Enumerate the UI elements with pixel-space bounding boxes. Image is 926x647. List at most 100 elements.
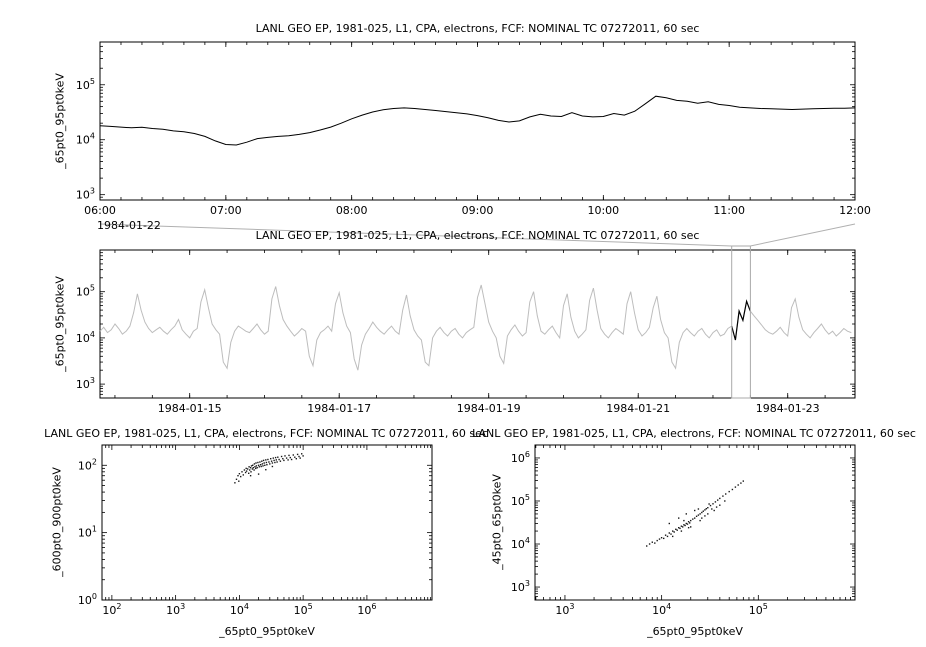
chart-title-top: LANL GEO EP, 1981-025, L1, CPA, electron… [255,22,700,35]
scatter-point [302,455,304,457]
scatter-point [295,458,297,460]
scatter-point [697,508,700,510]
scatter-point [719,497,721,500]
scatter-point [256,467,258,469]
x-axis-label-scatter-right: _65pt0_95pt0keV [647,625,743,638]
scatter-point [690,526,692,528]
scatter-point [692,518,694,520]
scatter-point [257,464,260,466]
scatter-point [697,514,700,516]
scatter-point [252,464,254,466]
tick-label: 103 [76,187,95,202]
scatter-point [719,504,721,506]
plot-area-scatter_right[interactable] [534,444,856,601]
scatter-point [252,467,254,469]
y-axis-label-scatter-left: _600pt0_900pt0keV [50,467,64,577]
scatter-point [709,504,712,507]
tick-label: 105 [76,284,95,299]
scatter-point [705,508,707,510]
scatter-point [658,538,661,540]
zoom-connector-right [750,223,856,247]
y-axis-label-top: _65pt0_95pt0keV [53,73,67,169]
scatter-point [283,459,285,462]
scatter-point [646,545,648,547]
scatter-point [274,456,277,459]
scatter-point [684,524,686,527]
scatter-point [285,457,288,459]
scatter-point [666,535,669,538]
scatter-point [685,513,687,515]
tick-label: 105 [76,77,95,92]
scatter-point [672,530,674,532]
scatter-point [257,473,260,475]
tick-label: 105 [749,602,768,617]
scatter-point [673,531,675,533]
scatter-point [670,533,672,535]
scatter-point [268,461,270,463]
scatter-point [724,500,726,502]
scatter-point [686,523,689,525]
tick-label: 102 [78,457,97,472]
scatter-point [260,465,262,468]
data-series-top [99,95,856,146]
scatter-point [263,462,265,464]
scatter-point [707,513,709,515]
scatter-point [294,456,296,458]
tick-label: 103 [555,602,574,617]
scatter-point [269,463,271,465]
scatter-point [274,461,276,464]
scatter-point [287,459,289,461]
scatter-point [707,507,709,509]
scatter-point [262,459,265,462]
tick-label: 1984-01-23 [756,402,820,415]
plot-area-scatter_left[interactable] [101,444,433,601]
scatter-point [668,522,670,525]
scatter-point [290,458,293,461]
scatter-point [685,522,687,525]
scatter-point [648,543,651,545]
scatter-point [708,503,710,505]
scatter-point [273,459,275,462]
scatter-point [272,457,274,459]
x-axis-label-scatter-left: _65pt0_95pt0keV [219,625,315,638]
scatter-point [255,462,257,464]
scatter-point [702,510,704,512]
scatter-point [235,478,238,480]
zoom-selection-box[interactable] [731,245,751,399]
scatter-point [250,465,253,467]
scatter-point [265,459,267,461]
tick-label: 100 [78,592,97,607]
tick-label: 104 [511,536,530,551]
scatter-point [238,473,241,475]
scatter-point [299,457,301,459]
scatter-point [714,501,717,503]
scatter-point [244,471,247,474]
tick-label: 104 [652,602,671,617]
scatter-point [704,515,706,517]
scatter-point [253,463,256,465]
tick-label: 103 [511,579,530,594]
tick-label: 106 [357,602,376,617]
tick-label: 07:00 [210,204,242,217]
scatter-point [675,528,677,530]
plot-area-top[interactable] [99,41,856,201]
scatter-point [695,515,698,517]
scatter-point [255,465,258,467]
y-axis-label-context: _65pt0_95pt0keV [53,276,67,372]
scatter-point [261,463,264,465]
scatter-point [251,468,254,470]
scatter-point [249,467,252,469]
scatter-point [271,462,274,464]
scatter-point [728,490,730,493]
scatter-point [275,459,277,461]
scatter-point [279,460,282,462]
plot-area-context[interactable] [99,249,856,399]
scatter-point [683,524,685,526]
scatter-point [270,460,273,462]
scatter-point [253,469,255,471]
scatter-point [298,455,300,458]
scatter-point [257,461,259,464]
scatter-point [245,467,247,470]
tick-label: 104 [76,132,95,147]
